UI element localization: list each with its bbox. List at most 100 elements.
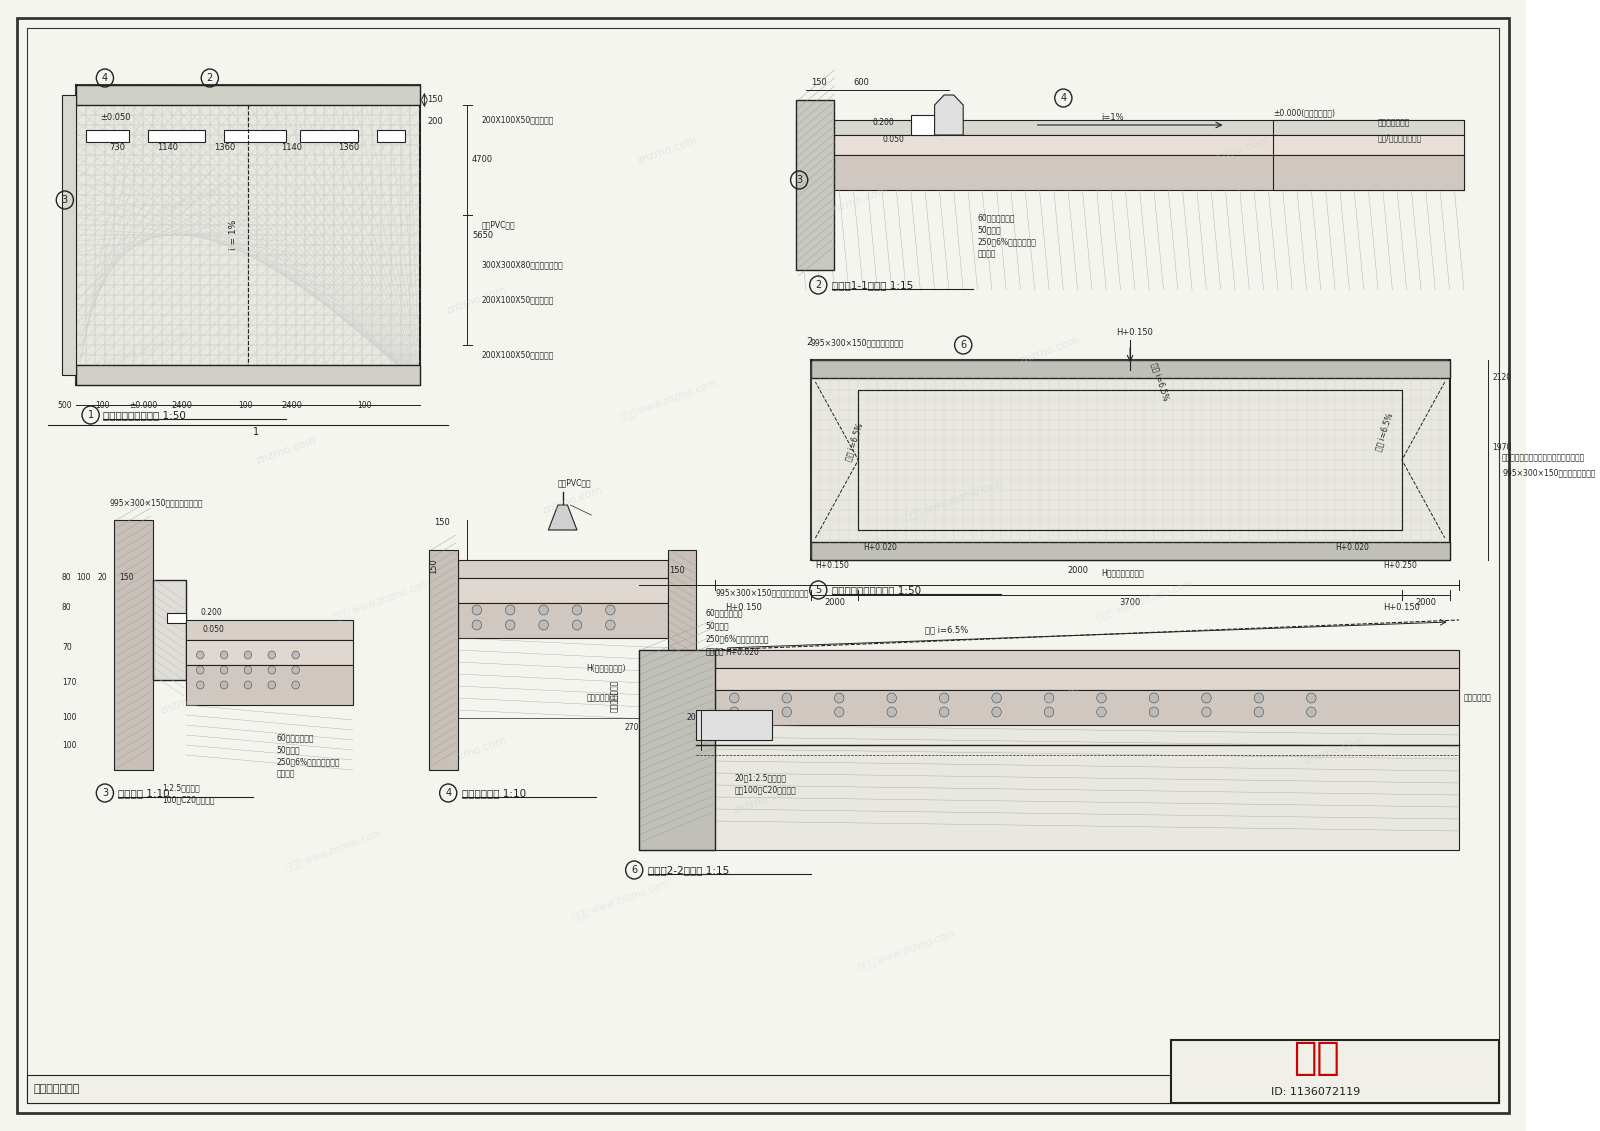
Bar <box>77 85 419 385</box>
Text: znzmo.com: znzmo.com <box>1018 684 1080 716</box>
Circle shape <box>245 666 251 674</box>
Bar <box>376 130 405 143</box>
Text: 素土夯实: 素土夯实 <box>978 249 997 258</box>
Circle shape <box>1096 707 1106 717</box>
Text: 4: 4 <box>1061 93 1067 103</box>
Text: 600: 600 <box>853 78 869 87</box>
Text: znzmo.com: znzmo.com <box>445 284 509 316</box>
Circle shape <box>539 620 549 630</box>
Bar <box>811 360 1450 560</box>
Text: 1: 1 <box>253 428 259 437</box>
Circle shape <box>221 651 227 659</box>
Circle shape <box>730 693 739 703</box>
Text: 3: 3 <box>797 175 802 185</box>
Text: 6: 6 <box>630 865 637 875</box>
Text: 1:2.5水泥砂浆: 1:2.5水泥砂浆 <box>162 783 200 792</box>
Circle shape <box>1045 693 1054 703</box>
Bar <box>115 520 152 770</box>
Text: 水泥/沥青车行道铺地: 水泥/沥青车行道铺地 <box>1378 133 1422 143</box>
Text: 篦算口2-2剖面图 1:15: 篦算口2-2剖面图 1:15 <box>648 865 728 875</box>
Text: znzmo.com: znzmo.com <box>731 785 795 815</box>
Text: 详见车底坡排水: 详见车底坡排水 <box>587 693 619 702</box>
Circle shape <box>267 651 275 659</box>
Bar <box>186 640 354 665</box>
Circle shape <box>992 707 1002 717</box>
Text: 篦算口标准平面大样图 1:50: 篦算口标准平面大样图 1:50 <box>832 585 920 595</box>
Bar <box>638 650 1459 851</box>
Text: 100: 100 <box>238 400 253 409</box>
Bar <box>152 580 186 680</box>
Text: 60厚水泥植草砖: 60厚水泥植草砖 <box>978 213 1014 222</box>
Circle shape <box>539 605 549 615</box>
Text: H(车底坡排水面): H(车底坡排水面) <box>587 663 626 672</box>
Bar <box>667 550 696 770</box>
Circle shape <box>1202 707 1211 717</box>
Text: 5650: 5650 <box>472 231 493 240</box>
Circle shape <box>291 651 299 659</box>
Text: 知未网 www.znzmo.com: 知未网 www.znzmo.com <box>904 477 1003 523</box>
Bar <box>696 710 773 740</box>
Circle shape <box>573 620 582 630</box>
Text: H+0.250: H+0.250 <box>1382 561 1416 570</box>
Circle shape <box>939 693 949 703</box>
Text: 100: 100 <box>62 741 77 750</box>
Text: 2000: 2000 <box>1067 566 1088 575</box>
Text: 1: 1 <box>88 411 94 420</box>
Polygon shape <box>549 506 578 530</box>
Text: 0.050: 0.050 <box>202 625 224 634</box>
Circle shape <box>1045 707 1054 717</box>
Circle shape <box>1254 693 1264 703</box>
Text: 150: 150 <box>120 573 134 582</box>
Text: 知未网 www.znzmo.com: 知未网 www.znzmo.com <box>618 378 717 422</box>
Text: 20厚1:2.5水泥砂浆: 20厚1:2.5水泥砂浆 <box>734 772 786 782</box>
Text: H+0.150: H+0.150 <box>725 603 762 612</box>
Text: i=1%: i=1% <box>1101 113 1125 122</box>
Text: 成品PVC车档: 成品PVC车档 <box>482 221 515 230</box>
Text: 0.050: 0.050 <box>882 135 904 144</box>
Text: H（车底坡排水面）: H（车底坡排水面） <box>1101 568 1144 577</box>
Text: znzmo.com: znzmo.com <box>158 684 222 716</box>
Text: 2400: 2400 <box>171 400 192 409</box>
Text: 995×300×150厚芝麻灰波面板石: 995×300×150厚芝麻灰波面板石 <box>110 498 203 507</box>
Text: 250厚6%水泥石粉稳垫层: 250厚6%水泥石粉稳垫层 <box>706 634 770 644</box>
Text: 4: 4 <box>102 74 107 83</box>
Text: 995×300×150厚芝麻灰波面板石: 995×300×150厚芝麻灰波面板石 <box>811 338 904 347</box>
Bar <box>797 120 1464 135</box>
Circle shape <box>506 605 515 615</box>
Text: 2: 2 <box>806 337 813 347</box>
Bar <box>77 365 419 385</box>
Text: 2: 2 <box>814 280 821 290</box>
Circle shape <box>221 681 227 689</box>
Text: znzmo.com: znzmo.com <box>541 484 603 516</box>
Circle shape <box>1307 707 1317 717</box>
Text: 200X100X50红色透水砖: 200X100X50红色透水砖 <box>482 351 554 360</box>
Text: 车挡安装大样 1:10: 车挡安装大样 1:10 <box>461 788 526 798</box>
Text: 100: 100 <box>77 573 91 582</box>
Text: 成品PVC车档: 成品PVC车档 <box>558 478 592 487</box>
Circle shape <box>472 620 482 630</box>
Text: znzmo.com: znzmo.com <box>1304 734 1366 766</box>
Text: 1140: 1140 <box>157 143 178 152</box>
Text: znzmo.com: znzmo.com <box>1208 135 1272 165</box>
Text: 80: 80 <box>62 573 72 582</box>
Circle shape <box>472 605 482 615</box>
Text: 100: 100 <box>96 400 110 409</box>
Text: 砖砌点地基础: 砖砌点地基础 <box>1464 693 1491 702</box>
Text: 坡度方向排水处: 坡度方向排水处 <box>610 680 619 713</box>
Circle shape <box>197 651 205 659</box>
Text: H+0.150: H+0.150 <box>1382 603 1419 612</box>
Text: 200: 200 <box>427 118 443 127</box>
Bar <box>301 130 358 143</box>
Bar <box>27 1074 1171 1103</box>
Circle shape <box>267 666 275 674</box>
Circle shape <box>835 707 843 717</box>
Text: znzmo.com: znzmo.com <box>827 184 890 216</box>
Circle shape <box>939 707 949 717</box>
Text: 通用停车详图三: 通用停车详图三 <box>34 1083 80 1094</box>
Text: 停车场1-1剖面图 1:15: 停车场1-1剖面图 1:15 <box>832 280 914 290</box>
Text: 170: 170 <box>62 677 77 687</box>
Text: 20: 20 <box>686 713 696 722</box>
Polygon shape <box>934 95 963 135</box>
Text: 6: 6 <box>960 340 966 349</box>
Circle shape <box>1254 707 1264 717</box>
